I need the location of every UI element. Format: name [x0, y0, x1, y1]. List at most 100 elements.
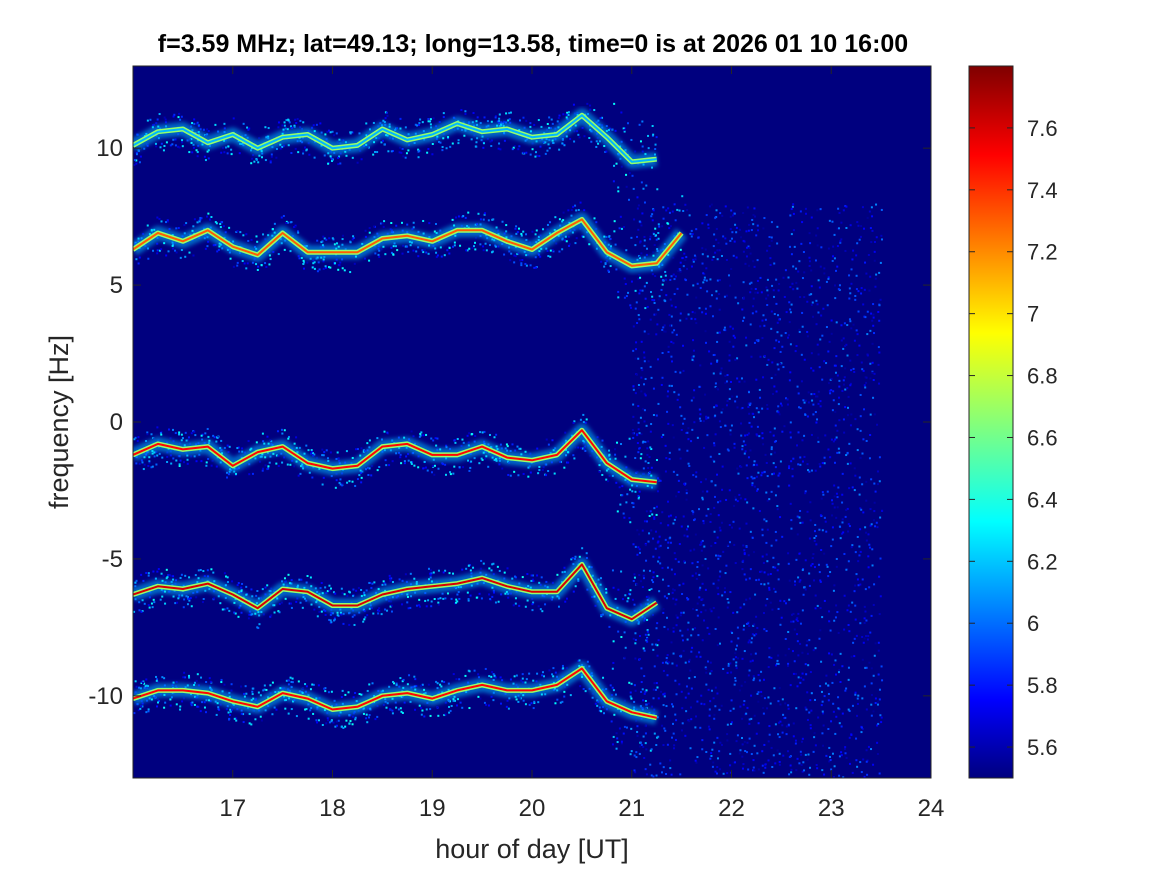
noise-speckle [871, 564, 874, 567]
noise-speckle [551, 439, 554, 442]
noise-speckle [410, 462, 413, 465]
noise-speckle [586, 102, 589, 105]
noise-speckle [276, 430, 279, 433]
noise-speckle [363, 610, 366, 613]
noise-speckle [712, 255, 715, 258]
noise-speckle [689, 549, 692, 552]
noise-speckle [238, 450, 241, 453]
noise-speckle [667, 207, 670, 210]
noise-speckle [188, 151, 191, 154]
noise-speckle [327, 691, 330, 694]
noise-speckle [386, 431, 389, 434]
noise-speckle [287, 437, 290, 440]
noise-speckle [172, 138, 175, 141]
noise-speckle [646, 630, 649, 633]
noise-speckle [738, 689, 741, 692]
noise-speckle [704, 478, 707, 481]
noise-speckle [178, 112, 181, 115]
noise-speckle [747, 768, 750, 771]
noise-speckle [529, 125, 532, 128]
noise-speckle [595, 140, 598, 143]
noise-speckle [874, 702, 877, 705]
noise-speckle [842, 531, 845, 534]
noise-speckle [293, 465, 296, 468]
noise-speckle [169, 144, 172, 147]
noise-speckle [295, 715, 298, 718]
noise-speckle [348, 611, 351, 614]
noise-speckle [230, 708, 233, 711]
noise-speckle [565, 666, 568, 669]
noise-speckle [770, 446, 773, 449]
noise-speckle [638, 256, 641, 259]
noise-speckle [590, 566, 593, 569]
noise-speckle [753, 207, 756, 210]
noise-speckle [600, 260, 603, 263]
noise-speckle [777, 289, 780, 292]
noise-speckle [335, 457, 338, 460]
noise-speckle [388, 685, 391, 688]
noise-speckle [251, 595, 254, 598]
noise-speckle [712, 582, 715, 585]
noise-speckle [487, 219, 490, 222]
noise-speckle [513, 254, 516, 257]
noise-speckle [310, 450, 313, 453]
noise-speckle [741, 406, 744, 409]
noise-speckle [555, 242, 558, 245]
noise-speckle [671, 591, 674, 594]
noise-speckle [771, 765, 774, 768]
noise-speckle [251, 613, 254, 616]
noise-speckle [599, 117, 602, 120]
noise-speckle [195, 123, 198, 126]
noise-speckle [295, 436, 298, 439]
noise-speckle [526, 599, 529, 602]
noise-speckle [766, 363, 769, 366]
noise-speckle [181, 139, 184, 142]
noise-speckle [813, 539, 816, 542]
noise-speckle [825, 674, 828, 677]
noise-speckle [692, 360, 695, 363]
noise-speckle [324, 133, 327, 136]
noise-speckle [277, 610, 280, 613]
noise-speckle [164, 118, 167, 121]
noise-speckle [467, 211, 470, 214]
noise-speckle [277, 253, 280, 256]
noise-speckle [804, 559, 807, 562]
noise-speckle [490, 120, 493, 123]
noise-speckle [241, 447, 244, 450]
noise-speckle [157, 568, 160, 571]
noise-speckle [635, 301, 638, 304]
noise-speckle [755, 579, 758, 582]
noise-speckle [828, 760, 831, 763]
noise-speckle [574, 204, 577, 207]
noise-speckle [219, 226, 222, 229]
noise-speckle [139, 155, 142, 158]
noise-speckle [549, 249, 552, 252]
noise-speckle [792, 288, 795, 291]
noise-speckle [768, 244, 771, 247]
noise-speckle [834, 659, 837, 662]
noise-speckle [524, 262, 527, 265]
noise-speckle [431, 143, 434, 146]
noise-speckle [614, 453, 617, 456]
noise-speckle [866, 759, 869, 762]
noise-speckle [707, 227, 710, 230]
noise-speckle [627, 198, 630, 201]
noise-speckle [872, 316, 875, 319]
noise-speckle [585, 552, 588, 555]
noise-speckle [275, 156, 278, 159]
noise-speckle [205, 711, 208, 714]
noise-speckle [338, 155, 341, 158]
noise-speckle [388, 464, 391, 467]
noise-speckle [844, 345, 847, 348]
noise-speckle [709, 608, 712, 611]
noise-speckle [855, 274, 858, 277]
noise-speckle [756, 259, 759, 262]
noise-speckle [238, 606, 241, 609]
noise-speckle [340, 725, 343, 728]
noise-speckle [774, 664, 777, 667]
noise-speckle [283, 248, 286, 251]
noise-speckle [378, 249, 381, 252]
noise-speckle [855, 254, 858, 257]
noise-speckle [250, 588, 253, 591]
noise-speckle [636, 196, 639, 199]
